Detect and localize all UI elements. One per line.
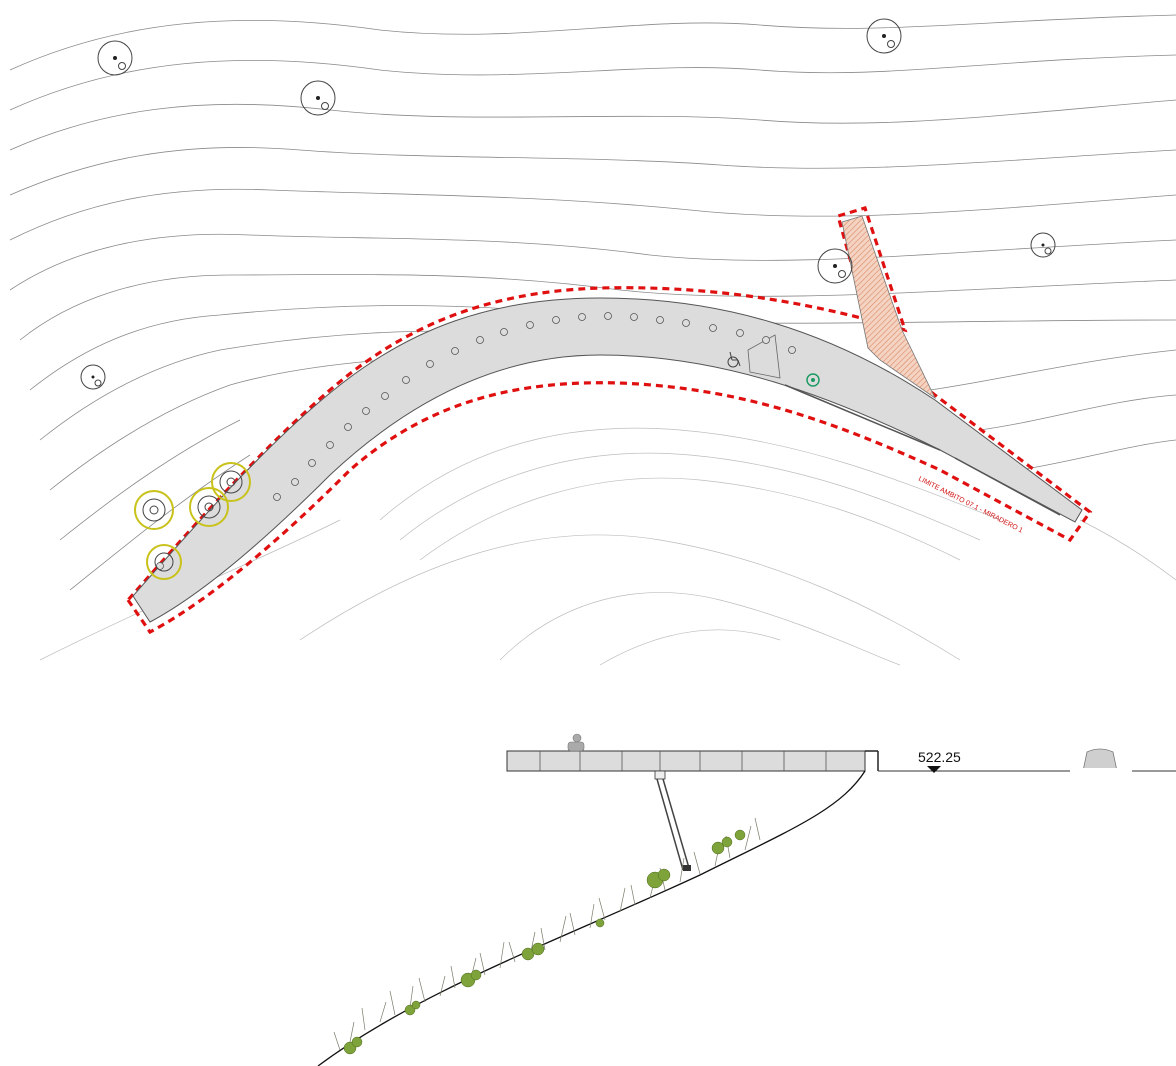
- vehicle-icon: [1070, 748, 1132, 772]
- cross-section: 522.25: [317, 733, 1176, 1066]
- viewpoint-deck: [132, 297, 1083, 623]
- access-ramp: [841, 215, 937, 400]
- contour-lines: [9, 14, 1176, 591]
- elevation-marker-icon: [927, 766, 941, 773]
- wheelchair-icon: [727, 351, 741, 368]
- elevation-label: 522.25: [918, 749, 961, 765]
- deck-posts: [156, 312, 796, 570]
- tree-symbol-icon: [80, 18, 1056, 390]
- water-fountain-icon: [806, 373, 820, 387]
- vegetation: [333, 817, 761, 1055]
- site-plan: LIMITE AMBITO 07.1 - MIRADERO 1: [9, 14, 1176, 666]
- support-strut: [654, 770, 691, 871]
- person-icon: [567, 733, 585, 752]
- project-boundary: [125, 206, 1093, 635]
- highlighted-trees: [134, 462, 251, 580]
- cantilever-deck: [506, 750, 879, 772]
